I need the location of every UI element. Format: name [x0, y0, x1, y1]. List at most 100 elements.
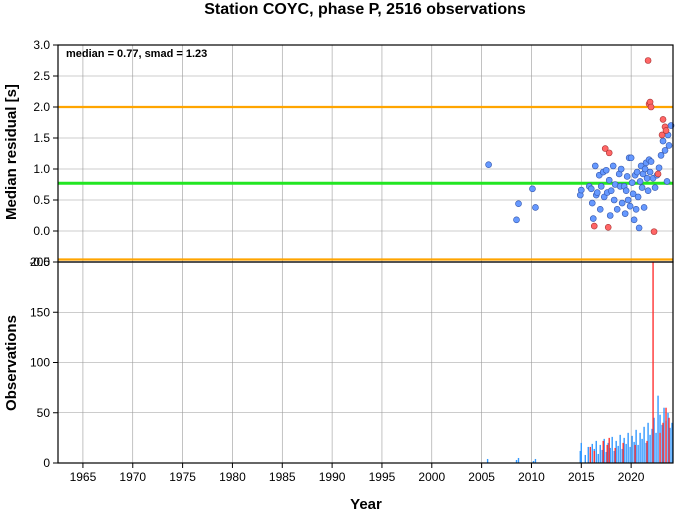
stats-annotation: median = 0.77, smad = 1.23 — [66, 48, 207, 60]
residual-point-blue — [632, 206, 640, 213]
observation-bar-blue — [635, 429, 637, 463]
x-tick-label: 1970 — [119, 470, 146, 484]
residual-point-blue — [638, 184, 646, 191]
residual-point-blue — [634, 193, 642, 201]
residual-point-blue — [529, 185, 536, 193]
x-tick-label: 2020 — [618, 470, 645, 484]
observation-bar-blue — [637, 444, 639, 463]
observation-bar-blue — [615, 440, 617, 463]
observation-bar-blue — [597, 453, 599, 463]
residual-panel: -0.5 0.0 0.5 1.0 1.5 2.0 2.5 3.0 median = 0.77,… — [3, 38, 675, 269]
residual-point-blue — [605, 176, 613, 184]
observation-bar-blue — [633, 441, 635, 463]
residual-point-blue — [629, 190, 637, 198]
residual-point-blue — [609, 162, 617, 170]
top-y-tick-label: 0.0 — [33, 224, 50, 238]
observation-bar-blue — [587, 446, 589, 463]
observation-bar-blue — [486, 458, 489, 463]
bottom-y-tick-label: 50 — [37, 406, 51, 420]
observation-bar-red — [646, 440, 648, 463]
observation-bar-blue — [663, 407, 665, 463]
residual-point-blue — [657, 152, 665, 159]
bottom-y-tick-label: 100 — [30, 356, 50, 370]
residual-point-blue — [661, 147, 669, 154]
observation-bar-blue — [617, 445, 619, 463]
observation-bar-blue — [619, 434, 621, 463]
x-tick-label: 2015 — [568, 470, 595, 484]
observation-bar-blue — [595, 440, 597, 463]
residual-point-blue — [643, 175, 651, 182]
observation-bar-blue — [532, 460, 535, 463]
residual-point-blue — [624, 196, 632, 204]
observation-bar-red — [593, 450, 595, 463]
top-y-tick-label: 1.5 — [33, 131, 50, 145]
x-tick-label: 1990 — [319, 470, 346, 484]
chart-title: Station COYC, phase P, 2516 observations — [204, 1, 526, 18]
residual-point-red — [658, 131, 666, 139]
observation-bar-blue — [579, 450, 582, 463]
observation-bar-blue — [580, 442, 582, 463]
observation-bar-red — [602, 440, 604, 463]
observation-bar-blue — [627, 432, 629, 463]
observation-bar-blue — [649, 434, 651, 463]
residual-point-red — [647, 103, 655, 111]
residual-point-blue — [627, 154, 635, 162]
observation-bar-blue — [623, 437, 625, 463]
residual-point-blue — [633, 168, 641, 176]
observation-bar-blue — [621, 448, 623, 463]
observation-bar-blue — [651, 428, 653, 463]
residual-point-red — [659, 116, 667, 123]
observation-bar-blue — [629, 446, 631, 463]
observation-bar-blue — [601, 449, 603, 463]
observation-bar-red — [622, 442, 624, 463]
residual-point-blue — [644, 187, 652, 194]
observation-bar-blue — [653, 417, 655, 463]
residual-point-red — [650, 228, 658, 235]
residual-point-blue — [641, 165, 649, 173]
observation-bar-blue — [607, 442, 609, 463]
observation-bar-blue — [603, 438, 605, 463]
observation-bar-blue — [625, 443, 627, 463]
observation-bar-red — [668, 417, 670, 463]
observation-bar-blue — [591, 443, 593, 463]
residual-point-blue — [622, 187, 630, 194]
observation-bar-blue — [515, 459, 518, 463]
residual-point-blue — [665, 142, 673, 149]
top-y-tick-label: 2.0 — [33, 100, 50, 114]
observation-bar-blue — [669, 427, 671, 463]
residual-point-blue — [513, 216, 520, 224]
residual-point-blue — [596, 206, 604, 213]
residual-point-blue — [635, 224, 643, 232]
residual-point-blue — [623, 173, 631, 180]
top-y-tick-label: 1.0 — [33, 162, 50, 176]
residual-point-blue — [640, 204, 648, 211]
observation-bar-blue — [584, 454, 586, 463]
residual-point-blue — [618, 199, 626, 207]
observation-bar-red — [659, 432, 661, 463]
residual-point-red — [590, 222, 598, 230]
residual-point-red — [662, 127, 670, 134]
x-axis-label: Year — [350, 496, 382, 511]
x-tick-label: 2005 — [468, 470, 495, 484]
residual-point-blue — [577, 186, 585, 194]
observation-bar-blue — [599, 444, 601, 463]
observation-bar-blue — [639, 432, 641, 463]
residual-point-blue — [651, 184, 659, 191]
x-tick-label: 2010 — [518, 470, 545, 484]
residual-point-blue — [593, 189, 601, 196]
observation-bar-blue — [657, 395, 659, 463]
observation-bar-blue — [671, 422, 673, 463]
residual-point-blue — [610, 196, 618, 204]
residual-y-axis-label: Median residual [s] — [3, 84, 20, 220]
residual-point-blue — [597, 183, 605, 190]
residual-point-blue — [606, 212, 614, 219]
residual-point-blue — [636, 178, 644, 185]
residual-point-blue — [646, 168, 654, 176]
residual-point-blue — [589, 215, 597, 222]
observation-bar-red — [606, 444, 608, 463]
residual-point-blue — [628, 179, 636, 186]
observation-bar-blue — [667, 412, 669, 463]
observation-bar-blue — [641, 438, 643, 463]
residual-point-red — [601, 145, 609, 152]
